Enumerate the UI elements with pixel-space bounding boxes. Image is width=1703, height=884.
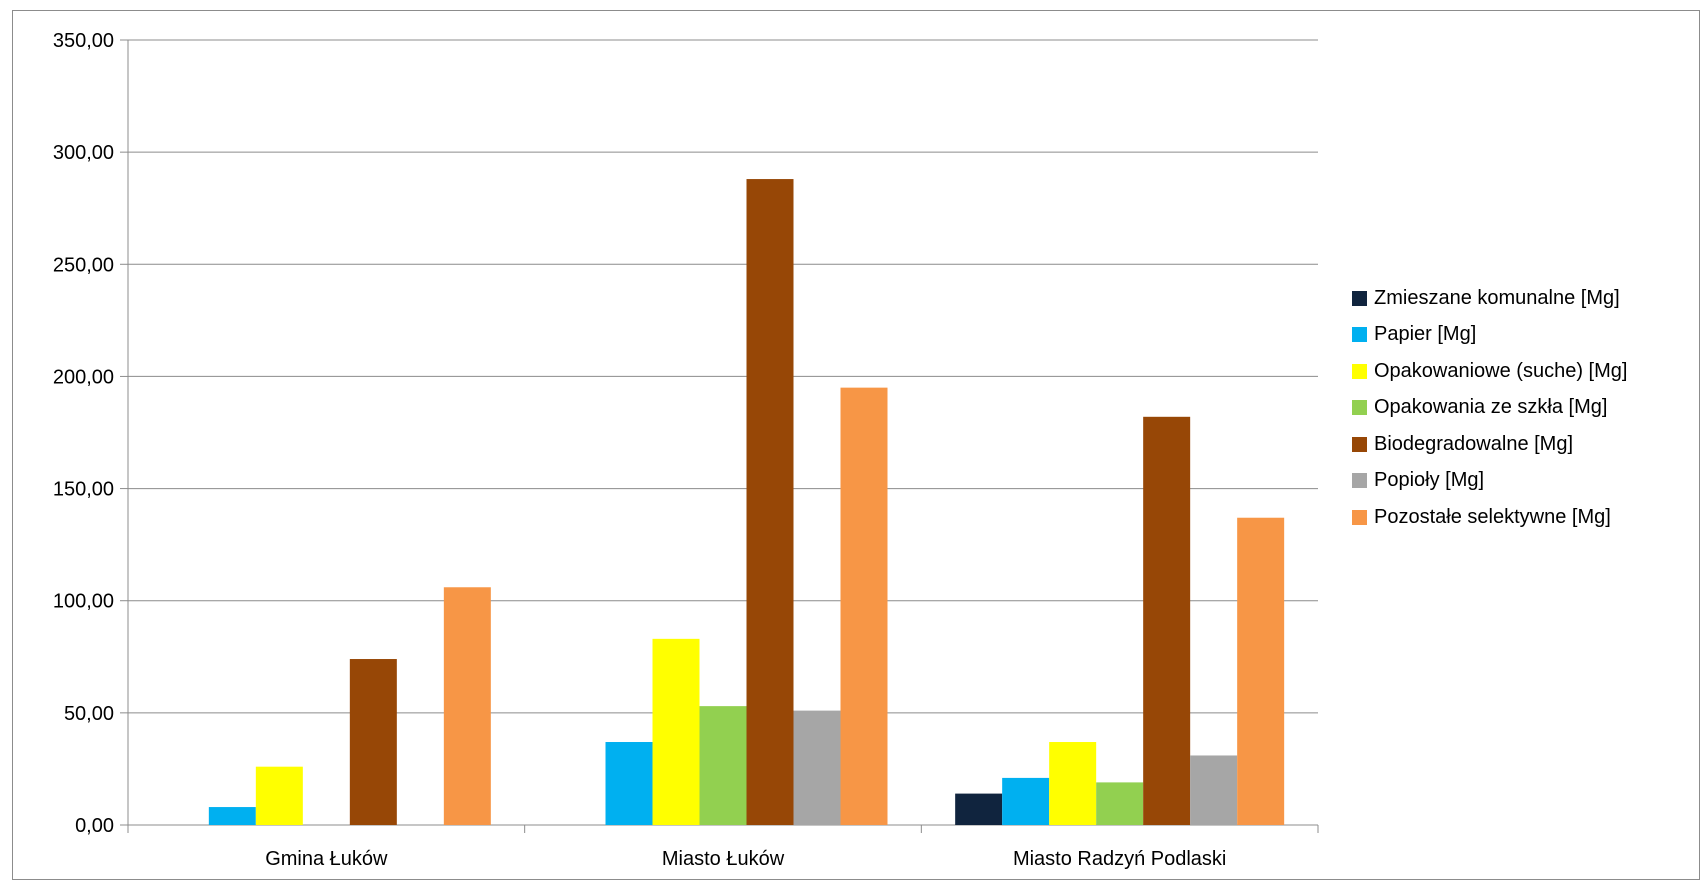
legend-item: Papier [Mg] — [1352, 317, 1627, 354]
bar — [349, 659, 397, 825]
legend-label: Biodegradowalne [Mg] — [1374, 432, 1574, 455]
legend-label: Opakowania ze szkła [Mg] — [1374, 396, 1608, 419]
legend-item: Biodegradowalne [Mg] — [1352, 426, 1627, 463]
legend-swatch — [1352, 400, 1367, 416]
legend-label: Zmieszane komunalne [Mg] — [1374, 286, 1620, 309]
bar — [443, 587, 491, 825]
bar — [255, 766, 303, 825]
y-tick-label: 100,00 — [53, 591, 114, 613]
legend-item: Zmieszane komunalne [Mg] — [1352, 280, 1627, 317]
y-tick-label: 150,00 — [53, 479, 114, 501]
legend-label: Opakowaniowe (suche) [Mg] — [1374, 359, 1628, 382]
legend-swatch — [1352, 363, 1367, 379]
x-tick-label: Gmina Łuków — [265, 848, 388, 870]
chart-legend: Zmieszane komunalne [Mg] Papier [Mg] Opako… — [1352, 280, 1627, 536]
bar — [699, 706, 747, 825]
bar — [605, 742, 653, 825]
y-tick-label: 50,00 — [64, 703, 114, 725]
bar — [840, 387, 888, 825]
legend-item: Pozostałe selektywne [Mg] — [1352, 499, 1627, 536]
bar — [1002, 777, 1050, 825]
legend-label: Pozostałe selektywne [Mg] — [1374, 505, 1611, 528]
legend-label: Papier [Mg] — [1374, 323, 1477, 346]
bar — [793, 710, 841, 825]
y-tick-label: 350,00 — [53, 30, 114, 52]
x-tick-label: Miasto Łuków — [662, 848, 785, 870]
x-tick-label: Miasto Radzyń Podlaski — [1013, 848, 1226, 870]
bar — [1049, 742, 1097, 825]
legend-swatch — [1352, 290, 1367, 306]
legend-swatch — [1352, 509, 1367, 525]
y-tick-label: 0,00 — [75, 815, 114, 837]
legend-item: Opakowania ze szkła [Mg] — [1352, 390, 1627, 427]
legend-swatch — [1352, 436, 1367, 452]
bar — [746, 179, 794, 826]
legend-label: Popioły [Mg] — [1374, 469, 1485, 492]
y-tick-label: 200,00 — [53, 366, 114, 388]
bar — [1096, 782, 1144, 825]
bar — [1190, 755, 1238, 825]
bar — [955, 793, 1003, 825]
legend-item: Popioły [Mg] — [1352, 463, 1627, 500]
y-tick-label: 250,00 — [53, 254, 114, 276]
bar — [1237, 517, 1285, 825]
legend-swatch — [1352, 327, 1367, 343]
bar — [208, 807, 256, 825]
bar — [652, 638, 700, 825]
legend-item: Opakowaniowe (suche) [Mg] — [1352, 353, 1627, 390]
bar — [1143, 416, 1191, 825]
y-tick-label: 300,00 — [53, 142, 114, 164]
legend-swatch — [1352, 473, 1367, 489]
